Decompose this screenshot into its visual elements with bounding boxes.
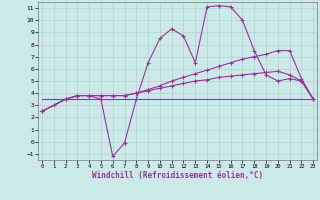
X-axis label: Windchill (Refroidissement éolien,°C): Windchill (Refroidissement éolien,°C) — [92, 171, 263, 180]
